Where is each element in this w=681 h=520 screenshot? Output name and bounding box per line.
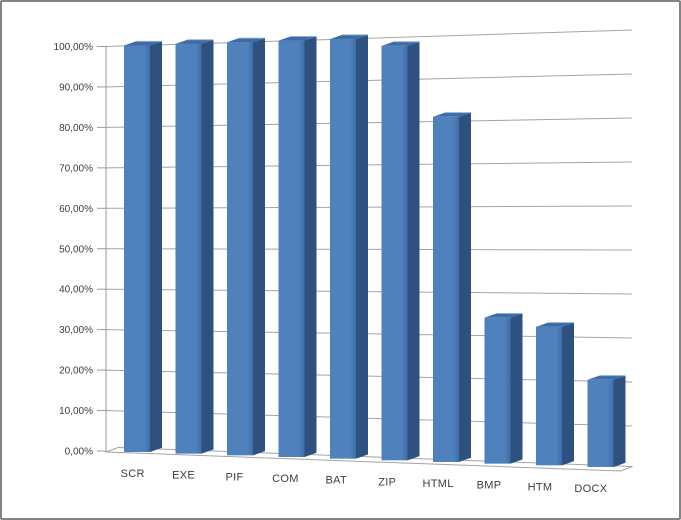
bar-top-face xyxy=(124,41,162,46)
x-axis-category-label: DOCX xyxy=(574,483,607,495)
bar-htm xyxy=(536,322,574,466)
y-axis-tick-label: 90,00% xyxy=(59,82,93,93)
bar-top-face xyxy=(278,36,317,41)
y-axis-labels: 100,00% 90,00% 80,00% 70,00% 60,00% 50,00% 40,… xyxy=(54,42,94,458)
bar-top-face xyxy=(227,38,265,43)
bar-side-face xyxy=(459,112,471,462)
bar-top-face xyxy=(433,112,471,117)
bar-html xyxy=(433,112,471,462)
y-axis-tick-label: 70,00% xyxy=(59,163,93,174)
bar-front-face xyxy=(278,40,305,457)
bar-zip xyxy=(381,41,420,461)
x-axis-category-label: BAT xyxy=(326,475,347,487)
bar-side-face xyxy=(201,39,214,454)
x-axis-labels: SCR EXE PIF COM BAT ZIP HTML BMP HTM DOCX xyxy=(121,468,608,495)
bar-front-face xyxy=(124,45,150,453)
bar-side-face xyxy=(613,375,626,467)
x-axis-category-label: HTM xyxy=(528,481,553,493)
bar-top-face xyxy=(330,34,368,40)
y-axis-tick-label: 20,00% xyxy=(59,366,93,377)
bar-exe xyxy=(175,39,214,454)
bar-front-face xyxy=(175,43,202,454)
y-axis-tick-label: 60,00% xyxy=(59,204,93,215)
y-axis-tick-label: 0,00% xyxy=(65,447,93,458)
y-axis-tick-label: 30,00% xyxy=(59,325,93,336)
y-axis-tick-label: 50,00% xyxy=(59,244,93,255)
bar-front-face xyxy=(484,317,511,464)
bar-top-face xyxy=(175,39,214,44)
bar-front-face xyxy=(536,326,562,466)
bar-bmp xyxy=(484,312,523,464)
bar-side-face xyxy=(510,313,523,464)
bar-side-face xyxy=(253,38,265,456)
bar-bat xyxy=(330,34,368,459)
bar-side-face xyxy=(407,41,420,461)
x-axis-category-label: BMP xyxy=(477,480,502,492)
y-axis-tick-label: 10,00% xyxy=(59,406,93,417)
bar-top-face xyxy=(587,375,626,380)
bar-top-face xyxy=(381,41,420,46)
bar-front-face xyxy=(227,42,253,456)
bar-side-face xyxy=(304,36,317,457)
bar-front-face xyxy=(381,45,408,461)
y-axis-tick-label: 40,00% xyxy=(59,285,93,296)
bar-scr xyxy=(124,40,162,453)
bar-front-face xyxy=(587,379,614,467)
bar-top-face xyxy=(536,322,574,327)
bar-front-face xyxy=(433,116,459,462)
x-axis-category-label: COM xyxy=(272,473,299,485)
x-axis-category-label: HTML xyxy=(423,478,454,490)
bar-docx xyxy=(587,375,626,467)
x-axis-category-label: PIF xyxy=(225,471,243,483)
bar-front-face xyxy=(330,39,356,459)
bar-pif xyxy=(227,37,265,456)
x-axis-category-label: ZIP xyxy=(378,476,396,488)
bar-side-face xyxy=(356,34,368,459)
bar-com xyxy=(278,35,317,457)
bar-side-face xyxy=(562,322,574,466)
y-axis-tick-label: 80,00% xyxy=(59,123,93,134)
x-axis-category-label: EXE xyxy=(172,470,195,482)
y-axis-ticks xyxy=(97,46,106,452)
x-axis-category-label: SCR xyxy=(121,468,145,480)
bars xyxy=(124,34,626,467)
bar-top-face xyxy=(484,313,523,318)
y-axis-tick-label: 100,00% xyxy=(54,42,94,53)
bar-side-face xyxy=(150,41,162,453)
